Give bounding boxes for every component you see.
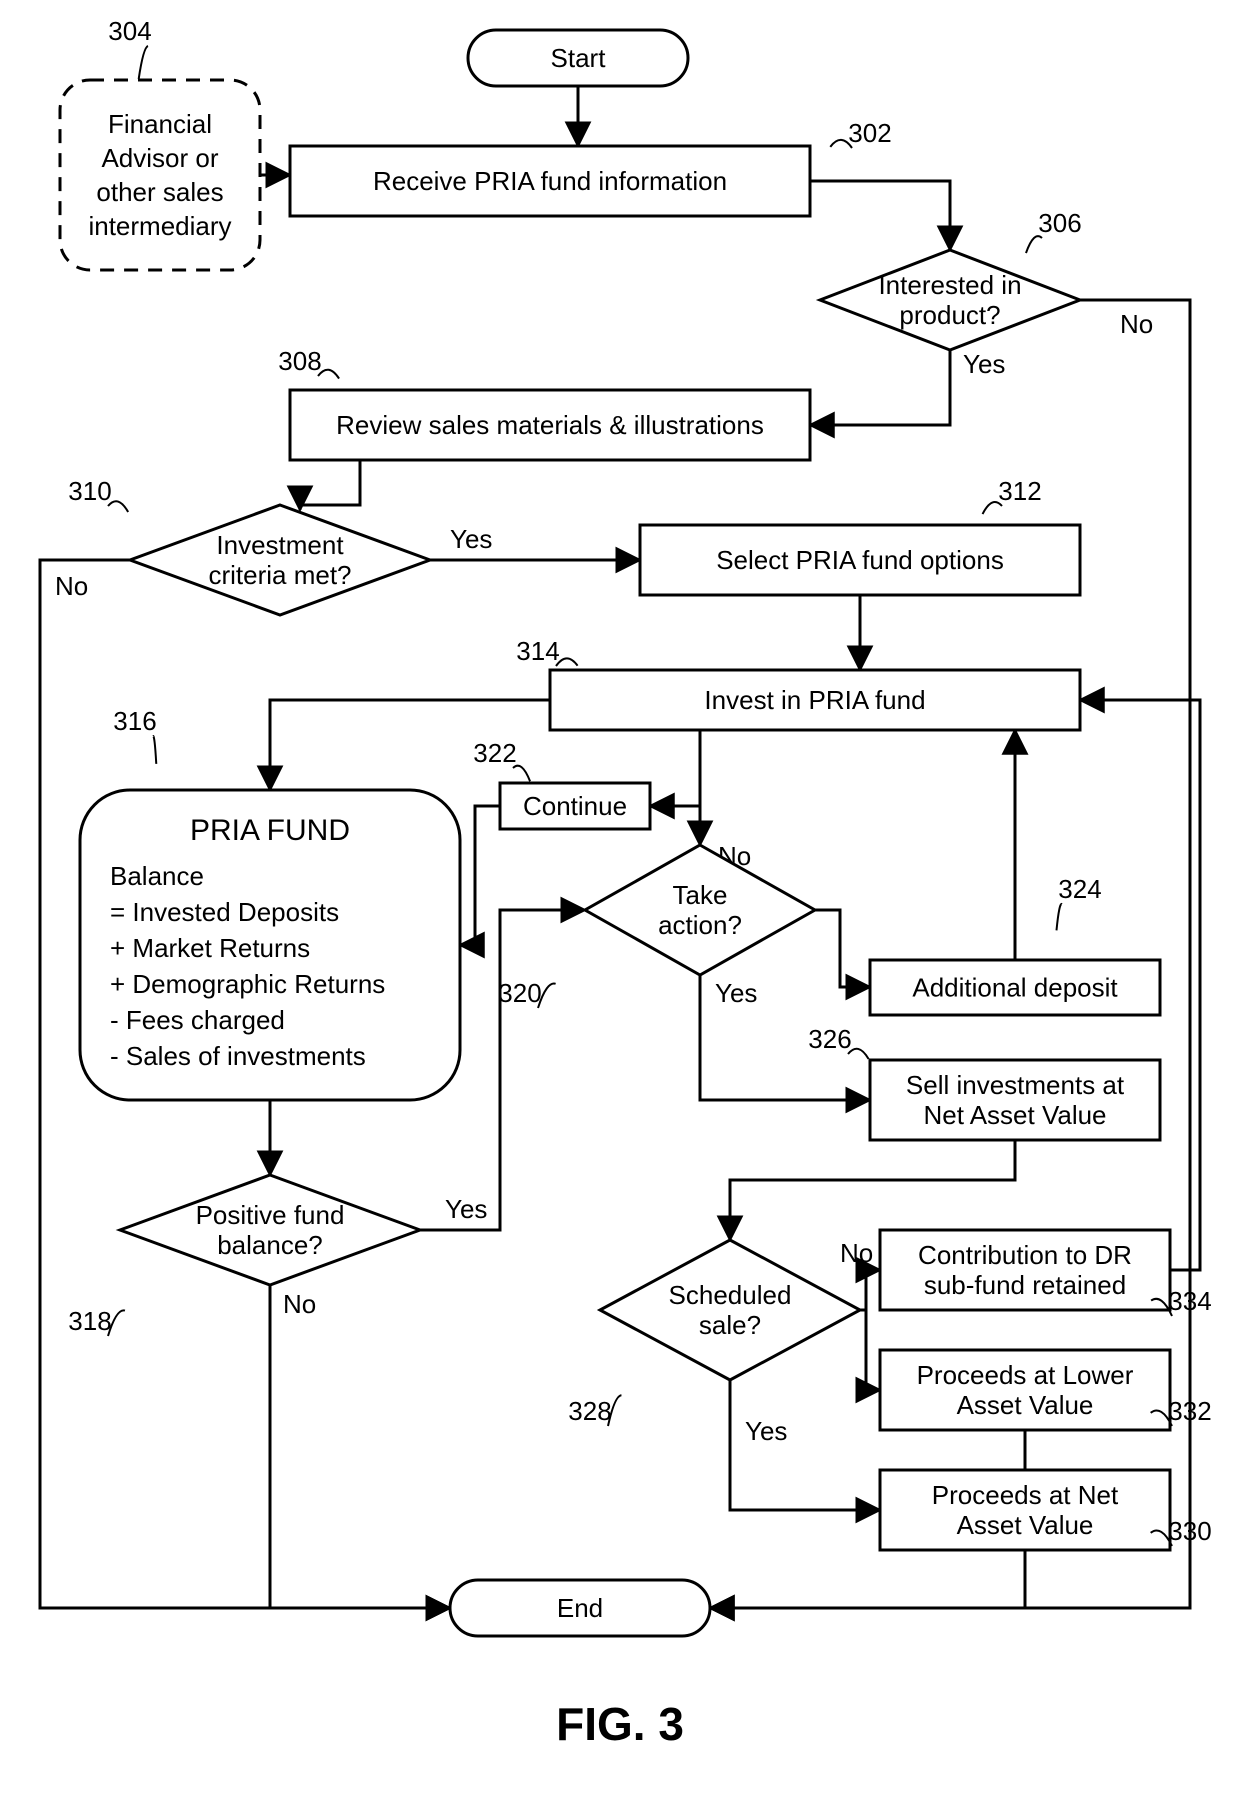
svg-text:302: 302 — [848, 118, 891, 148]
svg-text:No: No — [55, 571, 88, 601]
svg-text:Review sales materials & illus: Review sales materials & illustrations — [336, 410, 764, 440]
svg-text:Positive fund: Positive fund — [196, 1200, 345, 1230]
svg-text:Continue: Continue — [523, 791, 627, 821]
svg-text:Yes: Yes — [715, 978, 757, 1008]
svg-text:sale?: sale? — [699, 1310, 761, 1340]
svg-text:Interested in: Interested in — [878, 270, 1021, 300]
svg-text:Yes: Yes — [745, 1416, 787, 1446]
svg-text:Net Asset Value: Net Asset Value — [923, 1100, 1106, 1130]
svg-text:End: End — [557, 1593, 603, 1623]
node-n322: Continue322 — [473, 738, 650, 829]
svg-text:Yes: Yes — [963, 349, 1005, 379]
node-n312: Select PRIA fund options 312 — [640, 476, 1080, 595]
svg-text:Receive PRIA fund information: Receive PRIA fund information — [373, 166, 727, 196]
edge-330-end — [710, 1550, 1025, 1608]
svg-text:action?: action? — [658, 910, 742, 940]
svg-text:Asset Value: Asset Value — [957, 1510, 1094, 1540]
svg-text:Proceeds at Lower: Proceeds at Lower — [917, 1360, 1134, 1390]
edge-322-316 — [460, 806, 500, 945]
svg-text:320: 320 — [498, 978, 541, 1008]
svg-text:Investment: Investment — [216, 530, 344, 560]
node-n302: Receive PRIA fund information 302 — [290, 118, 892, 216]
edge-308-310 — [300, 460, 360, 510]
svg-text:+ Demographic Returns: + Demographic Returns — [110, 969, 385, 999]
svg-text:product?: product? — [899, 300, 1000, 330]
svg-text:Balance: Balance — [110, 861, 204, 891]
svg-text:334: 334 — [1168, 1286, 1211, 1316]
svg-text:314: 314 — [516, 636, 559, 666]
svg-text:PRIA FUND: PRIA FUND — [190, 814, 350, 847]
svg-text:318: 318 — [68, 1306, 111, 1336]
svg-text:criteria met?: criteria met? — [208, 560, 351, 590]
node-n326: Sell investments atNet Asset Value 326 — [808, 1024, 1160, 1140]
svg-text:sub-fund retained: sub-fund retained — [924, 1270, 1126, 1300]
svg-text:324: 324 — [1058, 874, 1101, 904]
edge-318-end-no — [270, 1285, 450, 1608]
edge-320-322-no — [650, 806, 700, 845]
svg-text:No: No — [283, 1289, 316, 1319]
node-n334: Contribution to DRsub-fund retained 334 — [880, 1230, 1212, 1316]
svg-text:322: 322 — [473, 738, 516, 768]
svg-text:intermediary: intermediary — [88, 211, 231, 241]
svg-text:- Fees charged: - Fees charged — [110, 1005, 285, 1035]
figure-title: FIG. 3 — [556, 1698, 684, 1750]
node-n320: Takeaction? 320 — [498, 845, 815, 1008]
svg-text:Yes: Yes — [450, 524, 492, 554]
svg-text:- Sales of investments: - Sales of investments — [110, 1041, 366, 1071]
svg-text:other sales: other sales — [96, 177, 223, 207]
node-n314: Invest in PRIA fund 314 — [516, 636, 1080, 730]
node-n330: Proceeds at NetAsset Value 330 — [880, 1470, 1212, 1550]
svg-text:316: 316 — [113, 706, 156, 736]
edge-306-308-yes — [810, 350, 950, 425]
nodes: Start Receive PRIA fund information 302 Fin… — [60, 16, 1212, 1636]
svg-text:= Invested Deposits: = Invested Deposits — [110, 897, 339, 927]
edge-302-306 — [810, 181, 950, 250]
svg-text:+ Market Returns: + Market Returns — [110, 933, 310, 963]
svg-text:328: 328 — [568, 1396, 611, 1426]
edge-326-328 — [730, 1140, 1015, 1240]
edge-320-324 — [815, 910, 870, 987]
svg-text:326: 326 — [808, 1024, 851, 1054]
node-n310: Investmentcriteria met? 310 — [68, 476, 430, 615]
svg-text:Yes: Yes — [445, 1194, 487, 1224]
svg-text:308: 308 — [278, 346, 321, 376]
svg-text:330: 330 — [1168, 1516, 1211, 1546]
node-end: End — [450, 1580, 710, 1636]
svg-text:Additional deposit: Additional deposit — [912, 973, 1118, 1003]
flowchart: YesNoYesNoNoYesYesYesNoNo StartReceive P… — [0, 0, 1240, 1801]
svg-text:Select PRIA fund options: Select PRIA fund options — [716, 545, 1004, 575]
svg-text:Invest in PRIA fund: Invest in PRIA fund — [704, 685, 925, 715]
svg-text:Start: Start — [551, 43, 607, 73]
svg-text:balance?: balance? — [217, 1230, 323, 1260]
node-n308: Review sales materials & illustrations 30… — [278, 346, 810, 460]
svg-text:304: 304 — [108, 16, 151, 46]
svg-text:Take: Take — [673, 880, 728, 910]
svg-text:No: No — [1120, 309, 1153, 339]
svg-text:Advisor or: Advisor or — [101, 143, 218, 173]
svg-text:332: 332 — [1168, 1396, 1211, 1426]
node-start: Start — [468, 30, 688, 86]
svg-text:310: 310 — [68, 476, 111, 506]
node-n318: Positive fundbalance? 318 — [68, 1175, 420, 1336]
svg-text:312: 312 — [998, 476, 1041, 506]
svg-text:306: 306 — [1038, 208, 1081, 238]
svg-text:No: No — [840, 1238, 873, 1268]
node-n332: Proceeds at LowerAsset Value 332 — [880, 1350, 1212, 1430]
svg-text:Financial: Financial — [108, 109, 212, 139]
svg-text:Proceeds at Net: Proceeds at Net — [932, 1480, 1119, 1510]
svg-text:Sell investments at: Sell investments at — [906, 1070, 1125, 1100]
svg-text:Scheduled: Scheduled — [669, 1280, 792, 1310]
node-n328: Scheduledsale? 328 — [568, 1240, 860, 1426]
svg-text:Asset Value: Asset Value — [957, 1390, 1094, 1420]
node-n304: Financial Advisor or other sales intermedia… — [60, 16, 260, 270]
svg-text:Contribution to DR: Contribution to DR — [918, 1240, 1132, 1270]
